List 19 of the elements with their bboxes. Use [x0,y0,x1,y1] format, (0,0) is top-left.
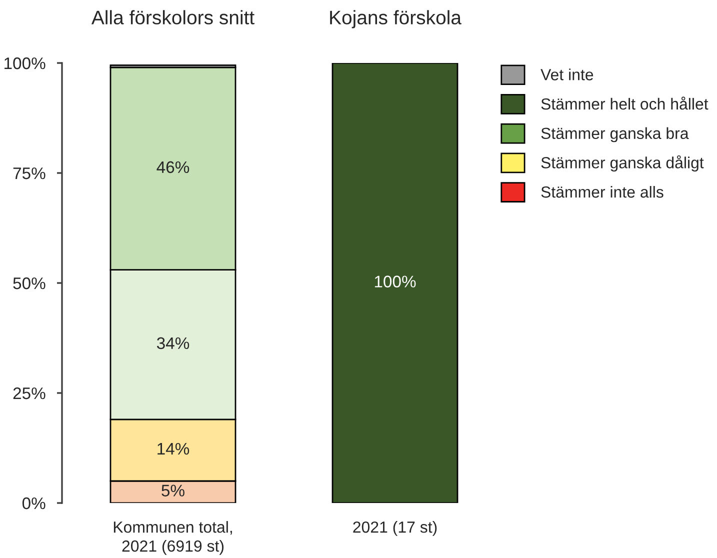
y-tick-label: 100% [4,57,46,70]
x-tick-label: 2021 (17 st) [353,521,437,536]
data-label: 5% [162,484,184,496]
text: Kojans förskola [330,10,462,28]
legend-label: Vet inte [540,68,594,80]
text: Alla förskolors snitt [91,10,254,24]
data-label: 14% [158,442,190,455]
legend-label: Stämmer helt och hållet [541,96,708,110]
legend-label: Stämmer ganska bra [541,127,689,142]
data-label: 100% [374,276,416,288]
legend-label: Stämmer inte alls [541,186,664,198]
y-tick-label: 75% [13,167,46,180]
legend-label: Stämmer ganska dåligt [541,155,704,172]
y-tick-label: 25% [13,387,46,400]
data-label: 34% [156,337,190,350]
x-tick-label: Kommunen total, 2021 (6919 st) [114,521,232,555]
data-label: 46% [156,161,190,174]
y-tick-label: 0% [22,497,46,510]
y-tick-label: 50% [13,277,46,290]
